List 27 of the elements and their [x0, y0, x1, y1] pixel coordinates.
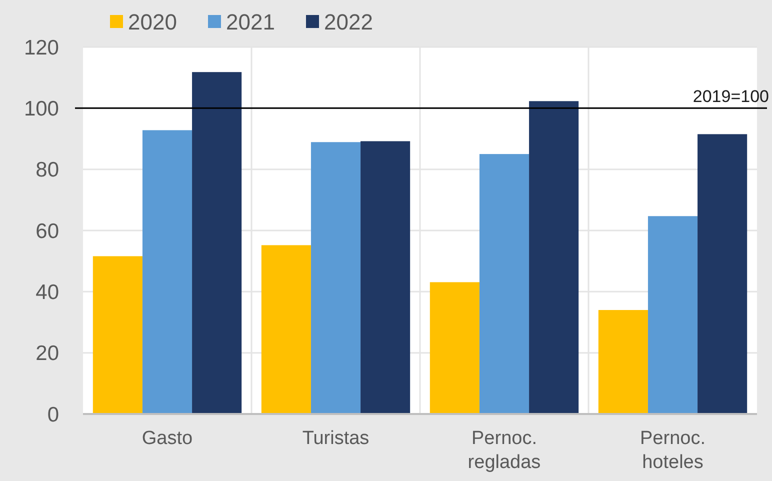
bar [598, 310, 648, 414]
bar [92, 256, 142, 414]
y-tick-label: 120 [24, 36, 59, 60]
bar [261, 245, 311, 414]
x-tick-label: Pernoc. regladas [468, 428, 541, 473]
bar [529, 101, 579, 414]
legend-label: 2021 [226, 10, 275, 35]
y-tick-label: 60 [36, 220, 59, 243]
bar [648, 216, 698, 414]
legend-label: 2020 [128, 10, 177, 35]
bar [430, 282, 480, 414]
x-tick-label: Gasto [142, 428, 193, 449]
bar [479, 154, 530, 414]
x-tick-label: Pernoc. hoteles [640, 428, 706, 473]
bar [360, 141, 410, 414]
y-tick-label: 80 [36, 158, 59, 182]
y-tick-label: 100 [24, 98, 59, 121]
bar [698, 134, 748, 414]
bar [192, 72, 242, 414]
legend-label: 2022 [324, 10, 373, 35]
x-tick-label: Turistas [302, 428, 370, 449]
bar [310, 142, 361, 414]
bar [142, 130, 192, 414]
ref-line-label: 2019=100 [692, 87, 769, 106]
y-tick-label: 0 [47, 403, 59, 426]
y-tick-label: 40 [36, 281, 59, 304]
y-tick-label: 20 [36, 342, 59, 366]
